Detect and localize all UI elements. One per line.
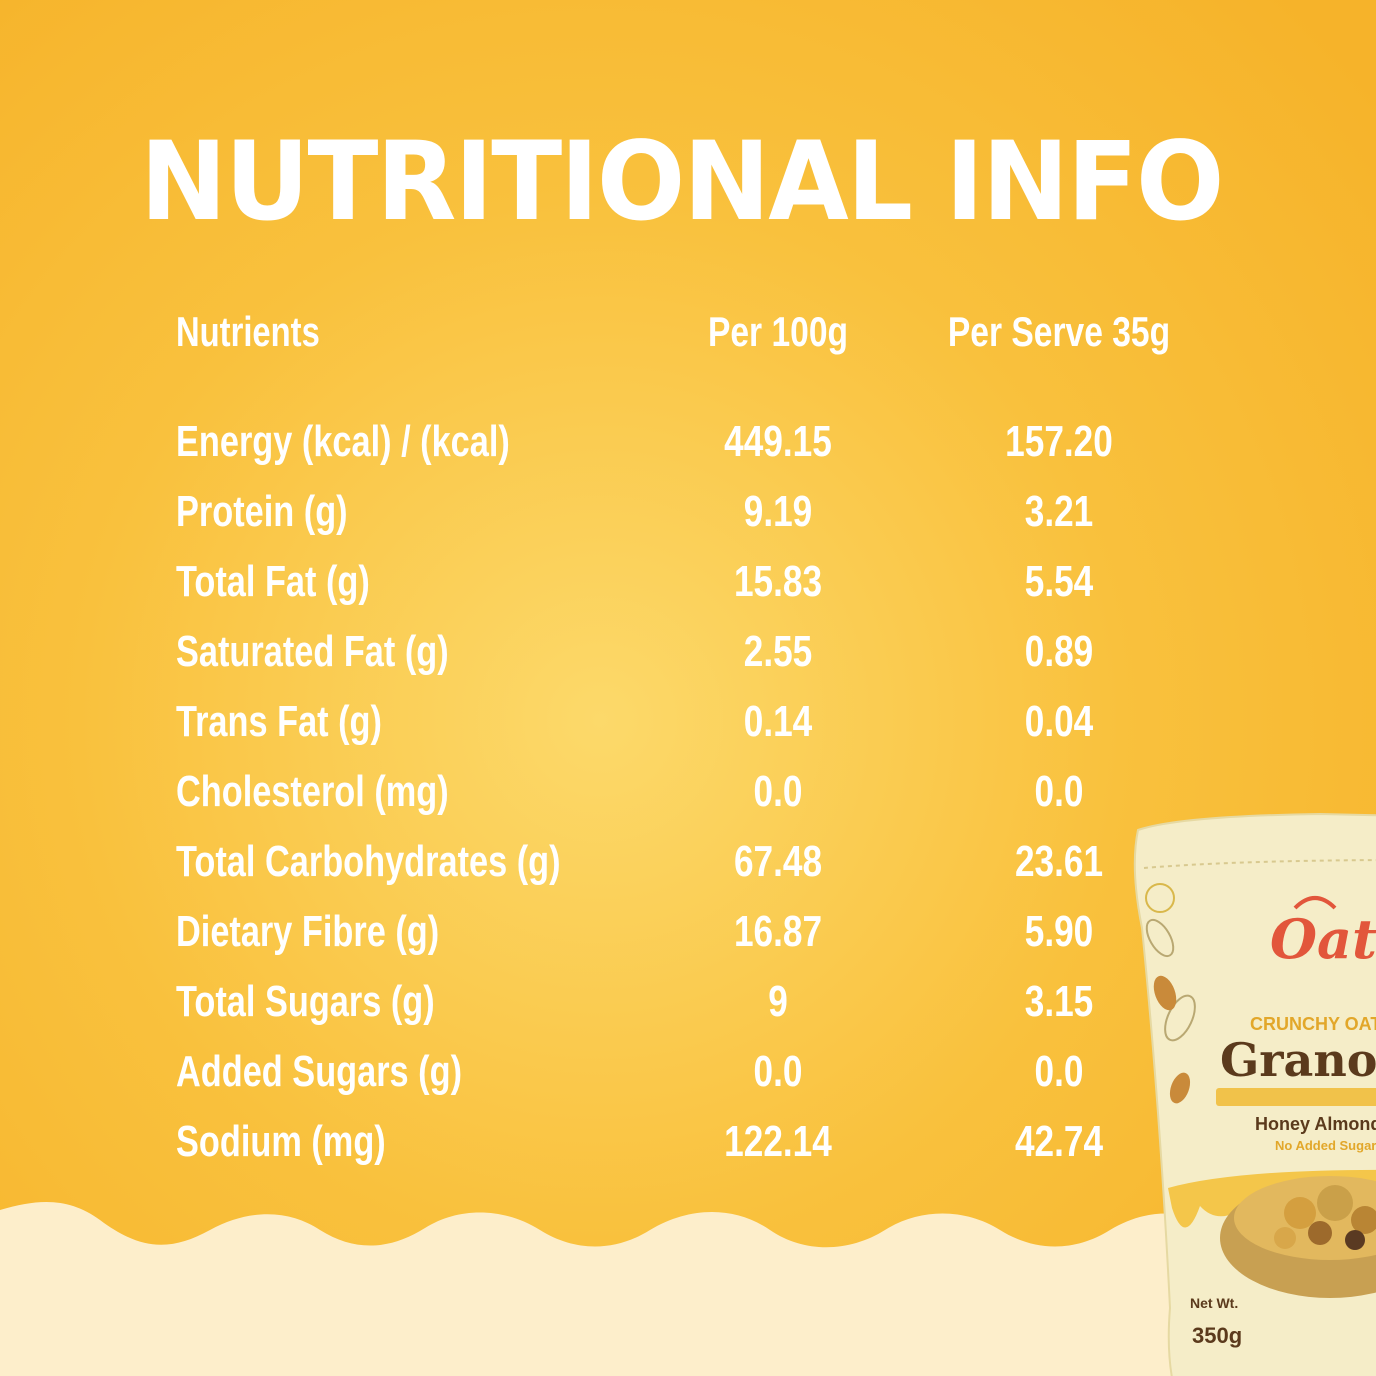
almond-leaf-icon	[1145, 918, 1175, 958]
per-serve-value: 3.15	[1024, 977, 1094, 1026]
per-100g-value: 122.14	[724, 1117, 832, 1166]
per-100g-value: 16.87	[733, 907, 823, 956]
per-serve-value: 0.0	[1034, 1047, 1084, 1096]
almond-icon	[1169, 1072, 1191, 1104]
page-title: NUTRITIONAL INFO	[140, 116, 1224, 246]
honeycomb-icon	[1145, 883, 1175, 913]
per-100g-value: 67.48	[733, 837, 823, 886]
per-serve-value: 5.90	[1024, 907, 1094, 956]
nutrient-name: Total Sugars (g)	[176, 977, 435, 1026]
brand-logo: Oatee	[1270, 907, 1376, 971]
per-serve-value: 3.21	[1024, 487, 1094, 536]
nutrient-name: Energy (kcal) / (kcal)	[176, 417, 510, 466]
cream-wave-footer	[0, 1201, 1376, 1376]
product-name: Granola	[1220, 1033, 1376, 1087]
table-row: Protein (g) 9.19 3.21	[176, 482, 1176, 542]
per-100g-value: 0.0	[753, 1047, 803, 1096]
net-weight-value: 350g	[1192, 1323, 1242, 1348]
product-claim: No Added Sugar	[1275, 1138, 1376, 1153]
table-row: Total Carbohydrates (g) 67.48 23.61	[176, 832, 1176, 892]
table-row: Energy (kcal) / (kcal) 449.15 157.20	[176, 412, 1176, 472]
per-100g-value: 449.15	[724, 417, 832, 466]
table-row: Sodium (mg) 122.14 42.74	[176, 1112, 1176, 1172]
table-row: Total Fat (g) 15.83 5.54	[176, 552, 1176, 612]
nutrient-name: Added Sugars (g)	[176, 1047, 463, 1096]
nutrient-name: Trans Fat (g)	[176, 697, 382, 746]
table-header: Nutrients Per 100g Per Serve 35g	[176, 302, 1176, 362]
nutrient-name: Dietary Fibre (g)	[176, 907, 440, 956]
per-100g-value: 2.55	[743, 627, 813, 676]
product-flavor: Honey Almond	[1255, 1114, 1376, 1134]
table-row: Total Sugars (g) 9 3.15	[176, 972, 1176, 1032]
per-serve-value: 0.0	[1034, 767, 1084, 816]
almond-leaf-icon	[1164, 994, 1196, 1042]
per-serve-value: 0.89	[1024, 627, 1094, 676]
per-100g-value: 0.0	[753, 767, 803, 816]
nutrient-name: Total Carbohydrates (g)	[176, 837, 561, 886]
per-100g-value: 15.83	[733, 557, 823, 606]
per-100g-value: 9	[768, 977, 788, 1026]
nutrient-name: Cholesterol (mg)	[176, 767, 449, 816]
granola-pouch-image: Oatee CRUNCHY OATS Granola Honey Almond …	[1133, 812, 1376, 1376]
per-100g-value: 9.19	[743, 487, 813, 536]
product-subtitle: CRUNCHY OATS	[1250, 1014, 1376, 1034]
almond-icon	[1153, 975, 1177, 1011]
table-row: Cholesterol (mg) 0.0 0.0	[176, 762, 1176, 822]
per-serve-value: 5.54	[1024, 557, 1094, 606]
nutrient-name: Total Fat (g)	[176, 557, 370, 606]
header-nutrients: Nutrients	[176, 308, 320, 355]
table-row: Saturated Fat (g) 2.55 0.89	[176, 622, 1176, 682]
per-serve-value: 0.04	[1024, 697, 1094, 746]
nutrient-name: Sodium (mg)	[176, 1117, 386, 1166]
per-100g-value: 0.14	[743, 697, 813, 746]
table-row: Added Sugars (g) 0.0 0.0	[176, 1042, 1176, 1102]
header-per-serve: Per Serve 35g	[947, 308, 1171, 355]
net-weight-label: Net Wt.	[1190, 1295, 1238, 1311]
per-serve-value: 23.61	[1014, 837, 1104, 886]
per-serve-value: 157.20	[1005, 417, 1113, 466]
table-row: Trans Fat (g) 0.14 0.04	[176, 692, 1176, 752]
nutrient-name: Protein (g)	[176, 487, 348, 536]
table-row: Dietary Fibre (g) 16.87 5.90	[176, 902, 1176, 962]
header-per-100g: Per 100g	[707, 308, 849, 355]
nutrient-name: Saturated Fat (g)	[176, 627, 449, 676]
per-serve-value: 42.74	[1014, 1117, 1104, 1166]
